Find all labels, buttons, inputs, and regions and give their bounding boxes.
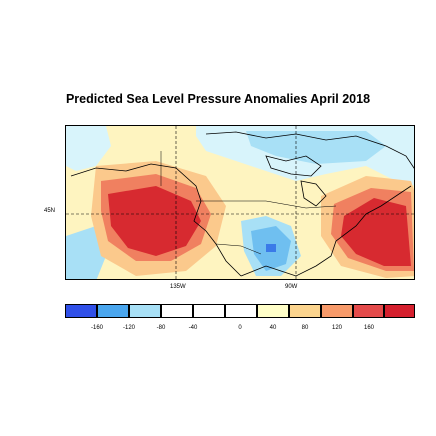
legend-box-8 <box>289 304 321 318</box>
legend-box-2 <box>97 304 129 318</box>
legend-tick: 40 <box>269 325 277 331</box>
legend-box-6 <box>225 304 257 318</box>
map-svg <box>66 126 414 279</box>
legend-box-3 <box>129 304 161 318</box>
legend-box-10 <box>353 304 384 318</box>
legend-box-7 <box>257 304 289 318</box>
north-low-core <box>246 131 386 164</box>
political-boundaries <box>160 151 337 255</box>
central-low-core <box>266 244 276 252</box>
west-high-core <box>108 186 201 256</box>
map-title: Predicted Sea Level Pressure Anomalies A… <box>65 92 371 106</box>
graticule <box>66 126 414 279</box>
legend-tick: -80 <box>156 325 166 331</box>
east-high-core <box>341 198 411 266</box>
legend-box-1 <box>65 304 97 318</box>
legend-tick: 0 <box>238 325 242 331</box>
southwest-low <box>66 226 106 279</box>
northwest-low <box>66 126 111 171</box>
legend-tick: 120 <box>331 325 343 331</box>
color-legend <box>65 304 415 320</box>
longitude-label-90w: 90W <box>285 284 298 290</box>
legend-tick: 160 <box>363 325 375 331</box>
legend-box-4 <box>161 304 193 318</box>
legend-tick: -160 <box>90 325 104 331</box>
legend-box-11 <box>384 304 415 318</box>
legend-tick: -40 <box>188 325 198 331</box>
latitude-label: 45N <box>44 208 56 214</box>
legend-box-9 <box>321 304 353 318</box>
anomaly-map <box>65 125 415 280</box>
longitude-label-135w: 135W <box>170 284 186 290</box>
legend-tick: -120 <box>122 325 136 331</box>
legend-tick: 80 <box>301 325 309 331</box>
coastlines <box>70 131 414 277</box>
legend-box-5 <box>193 304 225 318</box>
